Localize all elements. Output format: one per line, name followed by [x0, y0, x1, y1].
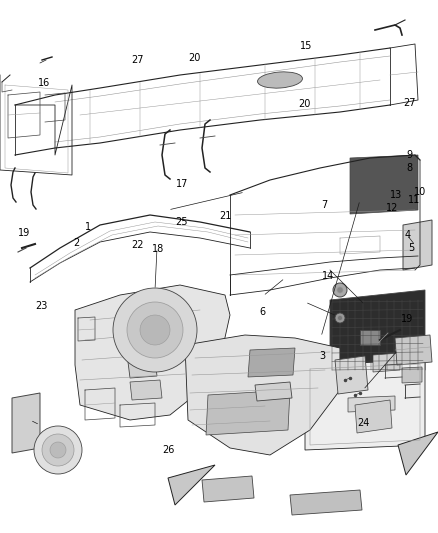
Text: 7: 7 — [321, 200, 327, 210]
Text: 18: 18 — [152, 245, 164, 254]
Text: 5: 5 — [409, 243, 415, 253]
Text: 26: 26 — [162, 446, 175, 455]
Circle shape — [42, 434, 74, 466]
Text: 13: 13 — [390, 190, 403, 199]
Polygon shape — [402, 367, 422, 383]
Circle shape — [127, 302, 183, 358]
Circle shape — [335, 313, 345, 323]
Polygon shape — [206, 390, 290, 435]
Polygon shape — [305, 360, 425, 450]
Text: 10: 10 — [414, 187, 427, 197]
Polygon shape — [403, 220, 432, 270]
Polygon shape — [248, 348, 295, 377]
Polygon shape — [130, 380, 162, 400]
Circle shape — [333, 283, 347, 297]
Text: 22: 22 — [132, 240, 144, 250]
Polygon shape — [355, 400, 392, 433]
Text: 25: 25 — [176, 217, 188, 227]
Polygon shape — [395, 335, 432, 365]
Ellipse shape — [258, 72, 303, 88]
Polygon shape — [290, 490, 362, 515]
Polygon shape — [168, 465, 215, 505]
Circle shape — [50, 442, 66, 458]
Text: 24: 24 — [357, 418, 370, 427]
Polygon shape — [348, 396, 395, 412]
Polygon shape — [255, 382, 292, 401]
Polygon shape — [350, 155, 418, 214]
Circle shape — [337, 287, 343, 293]
Polygon shape — [202, 476, 254, 502]
Text: 20: 20 — [298, 99, 311, 109]
Text: 27: 27 — [132, 55, 144, 64]
Text: 27: 27 — [403, 98, 416, 108]
Text: 20: 20 — [189, 53, 201, 62]
Polygon shape — [360, 330, 380, 345]
Text: 6: 6 — [260, 307, 266, 317]
Text: 8: 8 — [406, 163, 413, 173]
Text: 14: 14 — [322, 271, 335, 281]
Text: 21: 21 — [219, 211, 232, 221]
Text: 2: 2 — [74, 238, 80, 247]
Text: 19: 19 — [18, 228, 30, 238]
Text: 3: 3 — [319, 351, 325, 361]
Text: 11: 11 — [408, 195, 420, 205]
Text: 1: 1 — [85, 222, 91, 231]
Circle shape — [34, 426, 82, 474]
Polygon shape — [75, 285, 230, 420]
Polygon shape — [128, 360, 157, 378]
Text: 19: 19 — [401, 314, 413, 324]
Text: 16: 16 — [38, 78, 50, 87]
Circle shape — [113, 288, 197, 372]
Polygon shape — [398, 432, 438, 475]
Polygon shape — [330, 290, 425, 380]
Text: 17: 17 — [176, 179, 188, 189]
Circle shape — [140, 315, 170, 345]
Text: 9: 9 — [406, 150, 413, 159]
Polygon shape — [185, 335, 340, 455]
Polygon shape — [12, 393, 40, 453]
Text: 23: 23 — [35, 302, 48, 311]
Text: 15: 15 — [300, 42, 313, 51]
Polygon shape — [373, 353, 400, 372]
Circle shape — [338, 316, 343, 320]
Polygon shape — [335, 356, 368, 394]
Text: 4: 4 — [404, 230, 410, 239]
Text: 12: 12 — [386, 203, 398, 213]
